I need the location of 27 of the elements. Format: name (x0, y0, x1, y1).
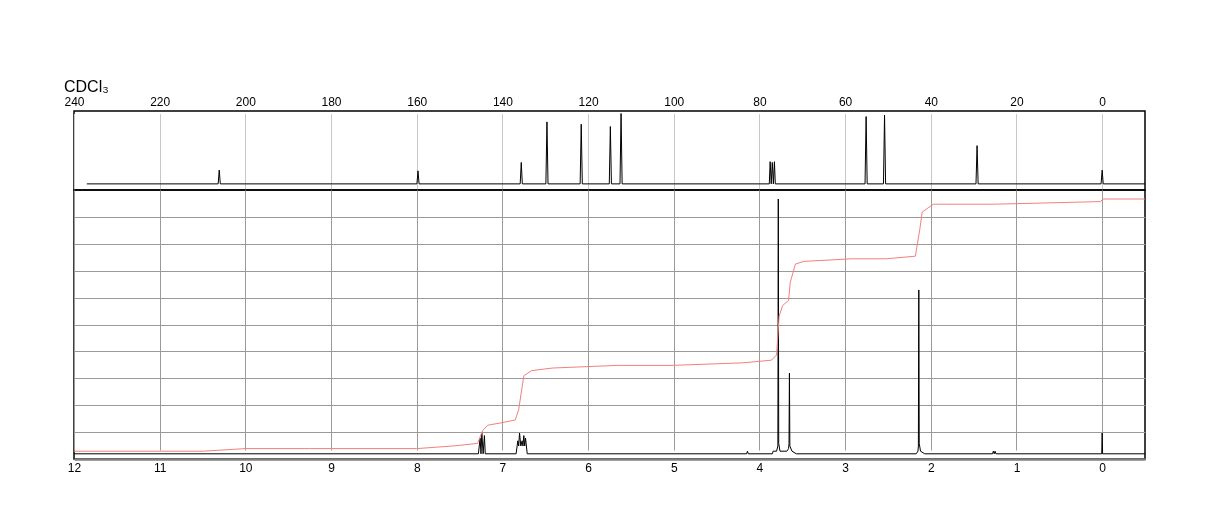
x-tick-label: 7 (499, 460, 507, 475)
x-tick-label: 200 (235, 94, 257, 109)
x-tick-label: 140 (492, 94, 514, 109)
x-tick-label: 8 (413, 460, 421, 475)
x-tick-label: 220 (150, 94, 171, 109)
x-tick-label: 4 (756, 460, 764, 475)
x-tick-label: 1 (1013, 460, 1021, 475)
x-tick-label: 160 (407, 94, 428, 109)
x-tick-label: 20 (1010, 94, 1024, 109)
x-tick-label: 12 (67, 460, 82, 475)
x-tick-label: 9 (328, 460, 336, 475)
x-tick-label: 100 (664, 94, 685, 109)
x-tick-label: 5 (670, 460, 678, 475)
x-tick-label: 80 (753, 94, 767, 109)
x-tick-label: 180 (321, 94, 342, 109)
x-tick-label: 0 (1099, 460, 1107, 475)
x-tick-label: 6 (585, 460, 593, 475)
x-tick-label: 40 (924, 94, 939, 109)
x-tick-label: 240 (64, 94, 85, 109)
x-tick-label: 3 (842, 460, 850, 475)
x-tick-label: 120 (578, 94, 599, 109)
chart-title: CDCl₃ (63, 78, 109, 95)
x-tick-label: 60 (838, 94, 853, 109)
x-tick-label: 11 (153, 460, 167, 475)
x-tick-label: 2 (927, 460, 935, 475)
x-tick-label: 10 (239, 460, 253, 475)
x-tick-label: 0 (1099, 94, 1107, 109)
